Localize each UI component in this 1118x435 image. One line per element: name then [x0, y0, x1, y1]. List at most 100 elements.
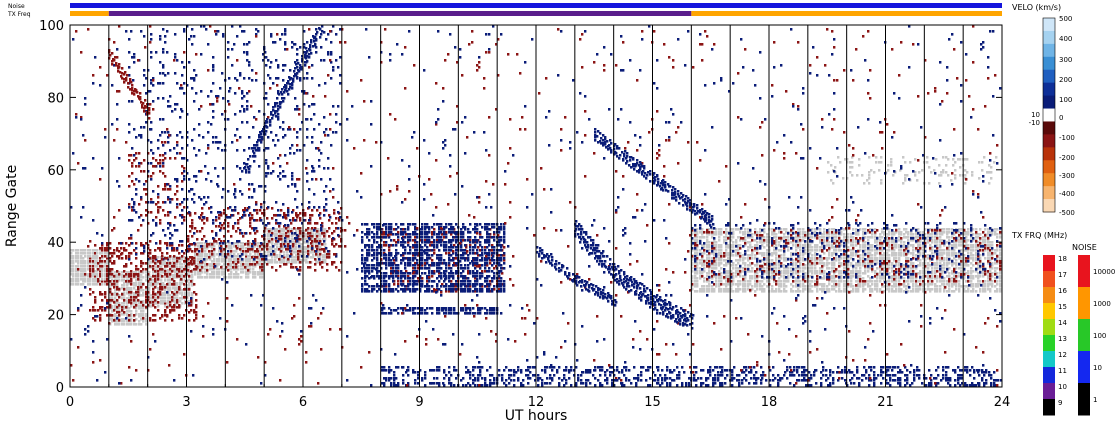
- scatter-cell-3431: [948, 249, 951, 252]
- scatter-cell-1392: [317, 254, 320, 257]
- scatter-cell-2411: [819, 236, 822, 239]
- scatter-cell-540: [157, 287, 160, 290]
- scatter-cell-2723: [859, 246, 862, 249]
- scatter-cell-2934: [888, 290, 891, 293]
- scatter-cell-4564: [275, 269, 278, 272]
- scatter-cell-3033: [898, 244, 901, 247]
- scatter-cell-13: [72, 283, 75, 286]
- scatter-cell-821: [201, 268, 204, 271]
- scatter-cell-661: [174, 276, 177, 279]
- scatter-cell-2418: [821, 277, 824, 280]
- scatter-cell-4019: [111, 268, 114, 271]
- scatter-cell-2352: [811, 259, 814, 262]
- scatter-cell-140: [94, 255, 97, 258]
- scatter-cell-2029: [771, 290, 774, 293]
- scatter-cell-2249: [799, 267, 802, 270]
- scatter-cell-1445: [691, 262, 694, 265]
- scatter-cell-364: [130, 310, 133, 313]
- scatter-cell-4988: [898, 273, 901, 276]
- scatter-cell-4756: [131, 162, 134, 165]
- scatter-cell-350: [128, 297, 131, 300]
- scatter-cell-699: [179, 263, 182, 266]
- scatter-cell-10: [70, 255, 73, 258]
- scatter-cell-3906: [942, 169, 945, 172]
- scatter-cell-3958: [92, 270, 95, 273]
- scatter-cell-4662: [309, 214, 312, 217]
- scatter-cell-2426: [821, 246, 824, 249]
- scatter-cell-386: [133, 282, 136, 285]
- scatter-cell-106: [89, 278, 92, 281]
- scatter-cell-1903: [751, 252, 754, 255]
- scatter-cell-285: [118, 279, 121, 282]
- scatter-cell-4294: [176, 247, 179, 250]
- scatter-cell-2844: [876, 280, 879, 283]
- scatter-cell-3436: [948, 236, 951, 239]
- scatter-cell-2243: [799, 290, 802, 293]
- scatter-cell-2519: [833, 249, 836, 252]
- scatter-cell-4240: [166, 283, 169, 286]
- scatter-cell-938: [225, 263, 228, 266]
- scatter-cell-580: [164, 305, 167, 308]
- scatter-cell-1437: [691, 288, 694, 291]
- scatter-cell-1592: [711, 275, 714, 278]
- scatter-cell-722: [184, 292, 187, 295]
- scatter-cell-582: [164, 300, 167, 303]
- scatter-cell-1296: [295, 228, 298, 231]
- scatter-cell-3598: [970, 252, 973, 255]
- scatter-cell-3389: [943, 262, 946, 265]
- scatter-cell-4306: [178, 244, 181, 247]
- scatter-cell-3849: [861, 174, 864, 177]
- scatter-cell-2456: [826, 267, 829, 270]
- scatter-cell-1619: [713, 249, 716, 252]
- scatter-cell-4088: [128, 244, 131, 247]
- scatter-cell-3369: [941, 264, 944, 267]
- scatter-cell-2436: [823, 277, 826, 280]
- scatter-cell-38: [75, 249, 78, 252]
- scatter-cell-3239: [924, 239, 927, 242]
- scatter-cell-3946: [990, 171, 993, 174]
- scatter-cell-4081: [128, 291, 131, 294]
- scatter-cell-1663: [718, 233, 721, 236]
- scatter-cell-1761: [732, 272, 735, 275]
- scatter-cell-4506: [251, 256, 254, 259]
- scatter-cell-3993: [106, 270, 109, 273]
- scatter-cell-2831: [874, 252, 877, 255]
- scatter-cell-4112: [135, 273, 138, 276]
- scatter-cell-2100: [780, 290, 783, 293]
- scatter-cell-3616: [972, 249, 975, 252]
- scatter-cell-4068: [123, 249, 126, 252]
- scatter-cell-2513: [833, 267, 836, 270]
- scatter-cell-3965: [97, 309, 100, 312]
- scatter-cell-4964: [867, 255, 870, 258]
- scatter-cell-2008: [766, 241, 769, 244]
- scatter-cell-4721: [333, 261, 336, 264]
- scatter-cell-3479: [955, 283, 958, 286]
- scatter-cell-4888: [744, 242, 747, 245]
- scatter-cell-3667: [979, 262, 982, 265]
- scatter-cell-2445: [823, 241, 826, 244]
- scatter-cell-1026: [242, 250, 245, 253]
- scatter-cell-3497: [958, 288, 961, 291]
- scatter-cell-1696: [723, 236, 726, 239]
- scatter-cell-958: [230, 273, 233, 276]
- scatter-cell-1475: [694, 231, 697, 234]
- scatter-cell-2154: [787, 280, 790, 283]
- scatter-cell-1588: [711, 290, 714, 293]
- scatter-cell-3757: [991, 280, 994, 283]
- scatter-cell-136: [94, 265, 97, 268]
- scatter-cell-4023: [113, 319, 116, 322]
- scatter-cell-4746: [128, 203, 131, 206]
- scatter-cell-2220: [795, 231, 798, 234]
- scatter-cell-2688: [855, 239, 858, 242]
- scatter-cell-2989: [893, 246, 896, 249]
- scatter-cell-2254: [799, 254, 802, 257]
- scatter-cell-3596: [970, 257, 973, 260]
- scatter-cell-2517: [833, 257, 836, 260]
- scatter-cell-2049: [773, 280, 776, 283]
- scatter-cell-3930: [964, 169, 967, 172]
- scatter-cell-4268: [171, 270, 174, 273]
- scatter-cell-3318: [936, 290, 939, 293]
- scatter-cell-2818: [871, 231, 874, 234]
- scatter-cell-675: [176, 287, 179, 290]
- scatter-cell-3141: [912, 252, 915, 255]
